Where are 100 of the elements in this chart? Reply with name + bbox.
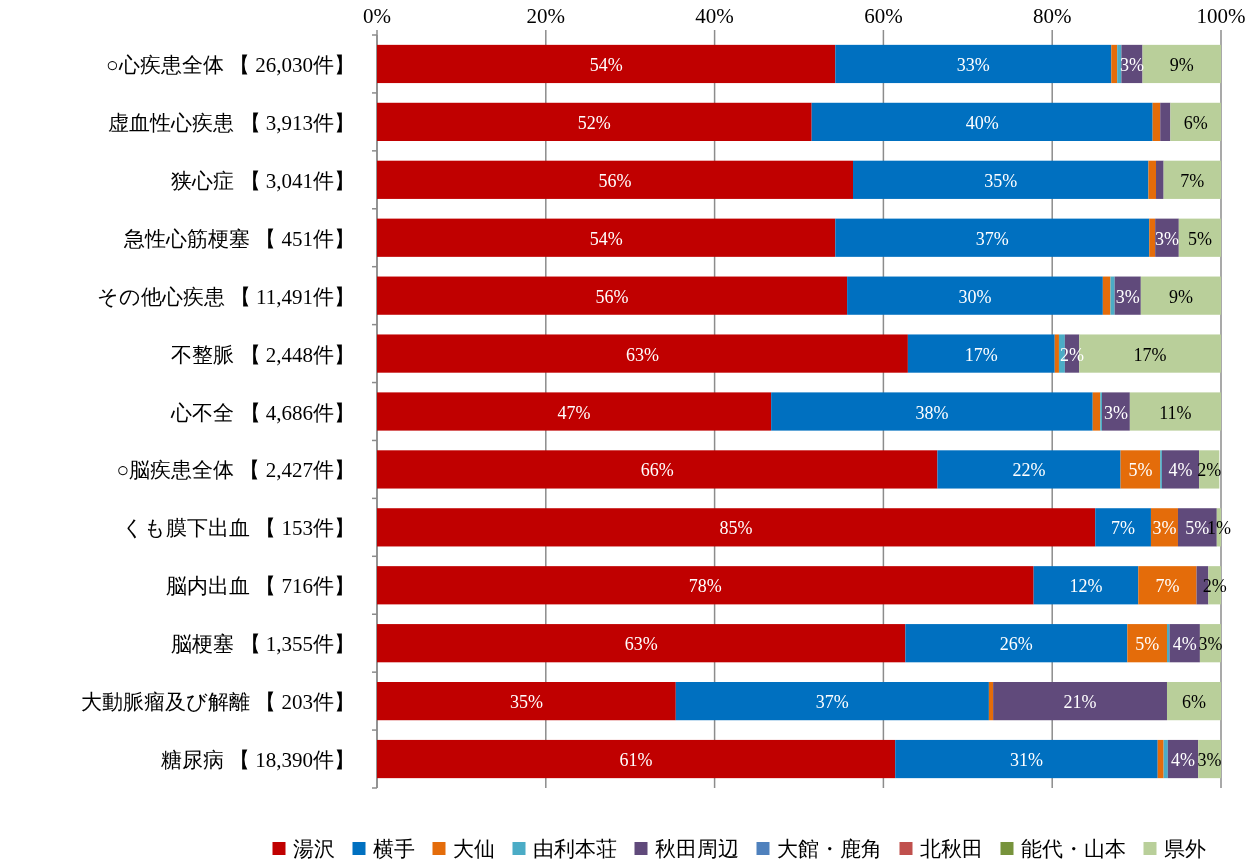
data-label: 54% (589, 54, 623, 75)
bar (847, 276, 1103, 315)
y-tick-label: 狭心症 【 3,041件】 (171, 168, 355, 193)
x-tick-label: 60% (864, 4, 903, 28)
bar (377, 739, 896, 779)
bar (1170, 102, 1221, 141)
bar (1111, 44, 1118, 84)
bar (1102, 276, 1111, 315)
data-label: 6% (1183, 112, 1208, 133)
data-label: 3% (1103, 402, 1128, 423)
bar (377, 450, 938, 489)
data-label: 37% (815, 692, 849, 713)
data-label: 3% (1197, 750, 1222, 771)
data-label: 3% (1198, 634, 1223, 655)
data-label: 54% (589, 228, 623, 249)
data-label: 17% (964, 344, 998, 365)
data-label: 52% (577, 112, 611, 133)
bar (1161, 450, 1200, 489)
data-label: 9% (1169, 54, 1194, 75)
data-label: 7% (1155, 576, 1180, 597)
legend-label: 秋田周辺 (654, 837, 739, 861)
legend-label: 大館・鹿角 (776, 837, 882, 861)
data-label: 33% (956, 54, 990, 75)
bar (1140, 276, 1221, 315)
data-label: 4% (1172, 634, 1197, 655)
bar (937, 450, 1121, 489)
bar (1095, 508, 1151, 547)
bar (1033, 566, 1139, 605)
bar (1148, 160, 1157, 199)
y-tick-label: 不整脈 【 2,448件】 (171, 342, 355, 367)
bar (377, 160, 854, 199)
data-label: 5% (1128, 460, 1153, 481)
y-tick-label: くも膜下出血 【 153件】 (122, 516, 355, 541)
legend-label: 大仙 (452, 837, 495, 861)
data-label: 11% (1159, 402, 1192, 423)
data-label: 4% (1171, 750, 1196, 771)
data-label: 85% (719, 518, 753, 539)
data-label: 78% (688, 576, 722, 597)
bar (907, 334, 1055, 373)
y-tick-label: 心不全 【 4,686件】 (170, 400, 355, 425)
data-label: 3% (1152, 518, 1177, 539)
bar (1120, 450, 1161, 489)
data-label: 38% (915, 402, 949, 423)
bar (1092, 392, 1101, 431)
bar (377, 44, 836, 84)
data-label: 35% (509, 692, 543, 713)
x-tick-label: 80% (1032, 4, 1072, 28)
x-tick-label: 100% (1196, 4, 1246, 28)
data-label: 12% (1069, 576, 1103, 597)
legend-label: 能代・山本 (1020, 837, 1126, 861)
legend-label: 由利本荘 (532, 837, 617, 861)
bar (1110, 276, 1115, 315)
data-label: 26% (999, 634, 1033, 655)
data-label: 9% (1168, 286, 1193, 307)
bar (1156, 160, 1164, 199)
bar (377, 392, 772, 431)
data-label: 7% (1180, 170, 1205, 191)
data-label: 7% (1111, 518, 1136, 539)
legend-label: 北秋田 (919, 837, 983, 861)
bar (988, 682, 994, 721)
bar (1138, 566, 1197, 605)
bar (771, 392, 1093, 431)
y-tick-label: 脳内出血 【 716件】 (166, 574, 355, 599)
bar (1117, 44, 1122, 84)
bar (1160, 102, 1171, 141)
data-label: 61% (619, 750, 653, 771)
legend-label: 県外 (1163, 837, 1206, 861)
x-tick-label: 40% (695, 4, 734, 28)
y-tick-label: 急性心筋梗塞 【 451件】 (123, 226, 355, 251)
x-tick-label: 0% (363, 4, 391, 28)
y-tick-label: 大動脈瘤及び解離 【 203件】 (81, 690, 355, 715)
bar (675, 682, 989, 721)
y-tick-label: 糖尿病 【 18,390件】 (160, 748, 355, 773)
bar (377, 566, 1034, 605)
y-tick-label: ○心疾患全体 【 26,030件】 (106, 52, 355, 77)
data-label: 56% (598, 170, 632, 191)
bar (1149, 218, 1156, 257)
bar (1163, 160, 1221, 199)
legend-label: 湯沢 (292, 837, 335, 861)
data-label: 66% (640, 460, 674, 481)
data-label: 63% (624, 634, 658, 655)
data-label: 63% (625, 344, 659, 365)
bar (1163, 739, 1168, 779)
bar (377, 276, 848, 315)
legend-label: 横手 (372, 837, 415, 861)
y-tick-label: 脳梗塞 【 1,355件】 (171, 632, 355, 657)
data-label: 56% (595, 286, 629, 307)
data-label: 22% (1012, 460, 1046, 481)
bar (835, 218, 1150, 257)
bar (1166, 624, 1170, 663)
data-label: 17% (1133, 344, 1167, 365)
x-tick-label: 20% (526, 4, 566, 28)
data-label: 35% (984, 170, 1018, 191)
bar (377, 624, 906, 663)
data-label: 31% (1009, 750, 1043, 771)
bar (905, 624, 1128, 663)
data-label: 4% (1168, 460, 1193, 481)
bar (853, 160, 1149, 199)
bar (1157, 739, 1164, 779)
bar (1054, 334, 1059, 373)
